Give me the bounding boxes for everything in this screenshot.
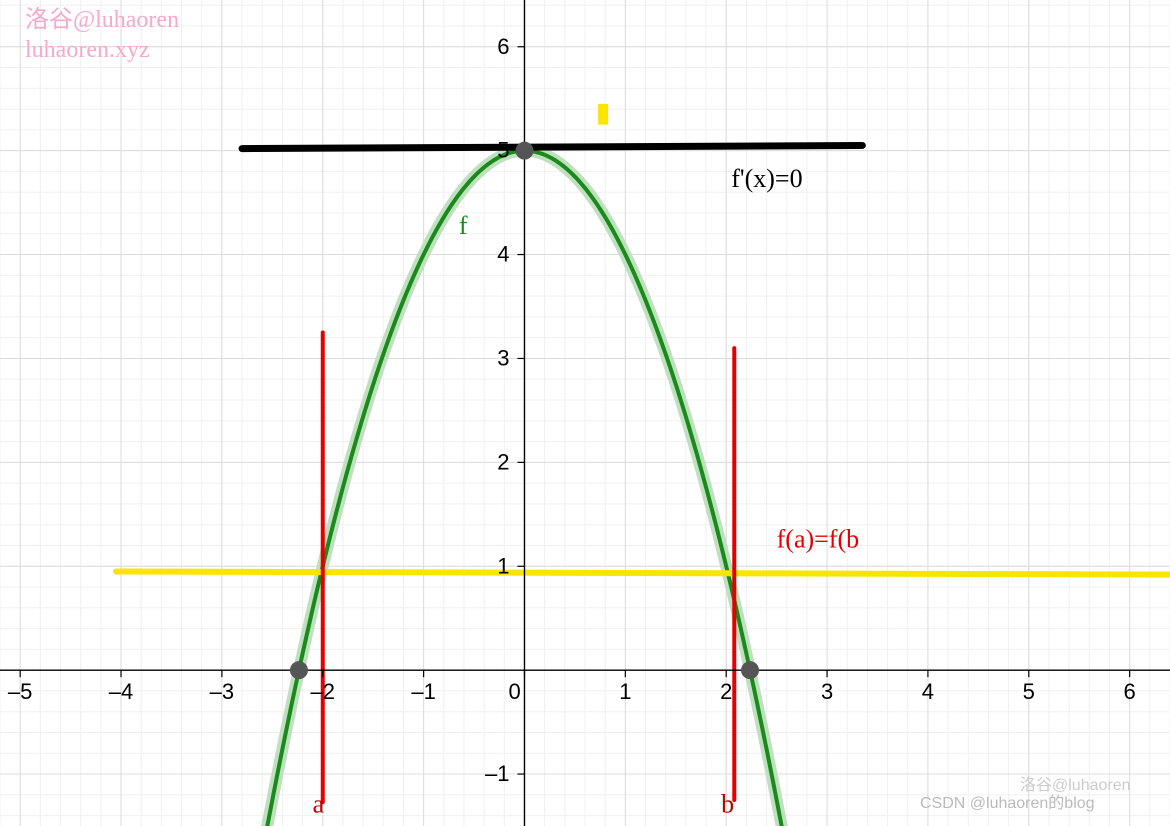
vertex-point xyxy=(515,142,533,160)
y-tick-label: 1 xyxy=(497,553,509,578)
x-tick-label: 5 xyxy=(1023,679,1035,704)
watermark: 洛谷@luhaoren xyxy=(1020,776,1131,794)
function-plot: 洛谷@luhaoren luhaoren.xyz –5 –4 –3 –2 –1 0 1 2 3 4 5 6… xyxy=(0,0,1170,826)
x-tick-label: 2 xyxy=(720,679,732,704)
secant-line xyxy=(116,571,1170,574)
tangent-line xyxy=(242,145,862,148)
watermark: 洛谷@luhaoren xyxy=(25,6,179,33)
x-tick-label: 1 xyxy=(619,679,631,704)
x-tick-label: –2 xyxy=(311,679,335,704)
x-tick-label: 6 xyxy=(1124,679,1136,704)
label-b: b xyxy=(721,789,734,818)
x-tick-label: –5 xyxy=(8,679,32,704)
x-tick-label: 0 xyxy=(508,679,520,704)
y-tick-label: –1 xyxy=(485,761,509,786)
x-tick-label: –4 xyxy=(109,679,133,704)
root-point xyxy=(290,661,308,679)
label-f: f xyxy=(459,211,468,240)
x-tick-label: 3 xyxy=(821,679,833,704)
x-tick-label: –1 xyxy=(411,679,435,704)
x-tick-label: –3 xyxy=(210,679,234,704)
label-fprime: f'(x)=0 xyxy=(731,164,802,193)
watermark: luhaoren.xyz xyxy=(25,37,150,63)
watermark: CSDN @luhaoren的blog xyxy=(920,794,1095,812)
label-fab: f(a)=f(b xyxy=(777,525,860,554)
label-a: a xyxy=(313,789,325,818)
root-point xyxy=(741,661,759,679)
x-tick-label: 4 xyxy=(922,679,934,704)
y-tick-label: 2 xyxy=(497,449,509,474)
y-tick-label: 3 xyxy=(497,345,509,370)
y-tick-label: 4 xyxy=(497,242,509,267)
y-tick-label: 6 xyxy=(497,34,509,59)
